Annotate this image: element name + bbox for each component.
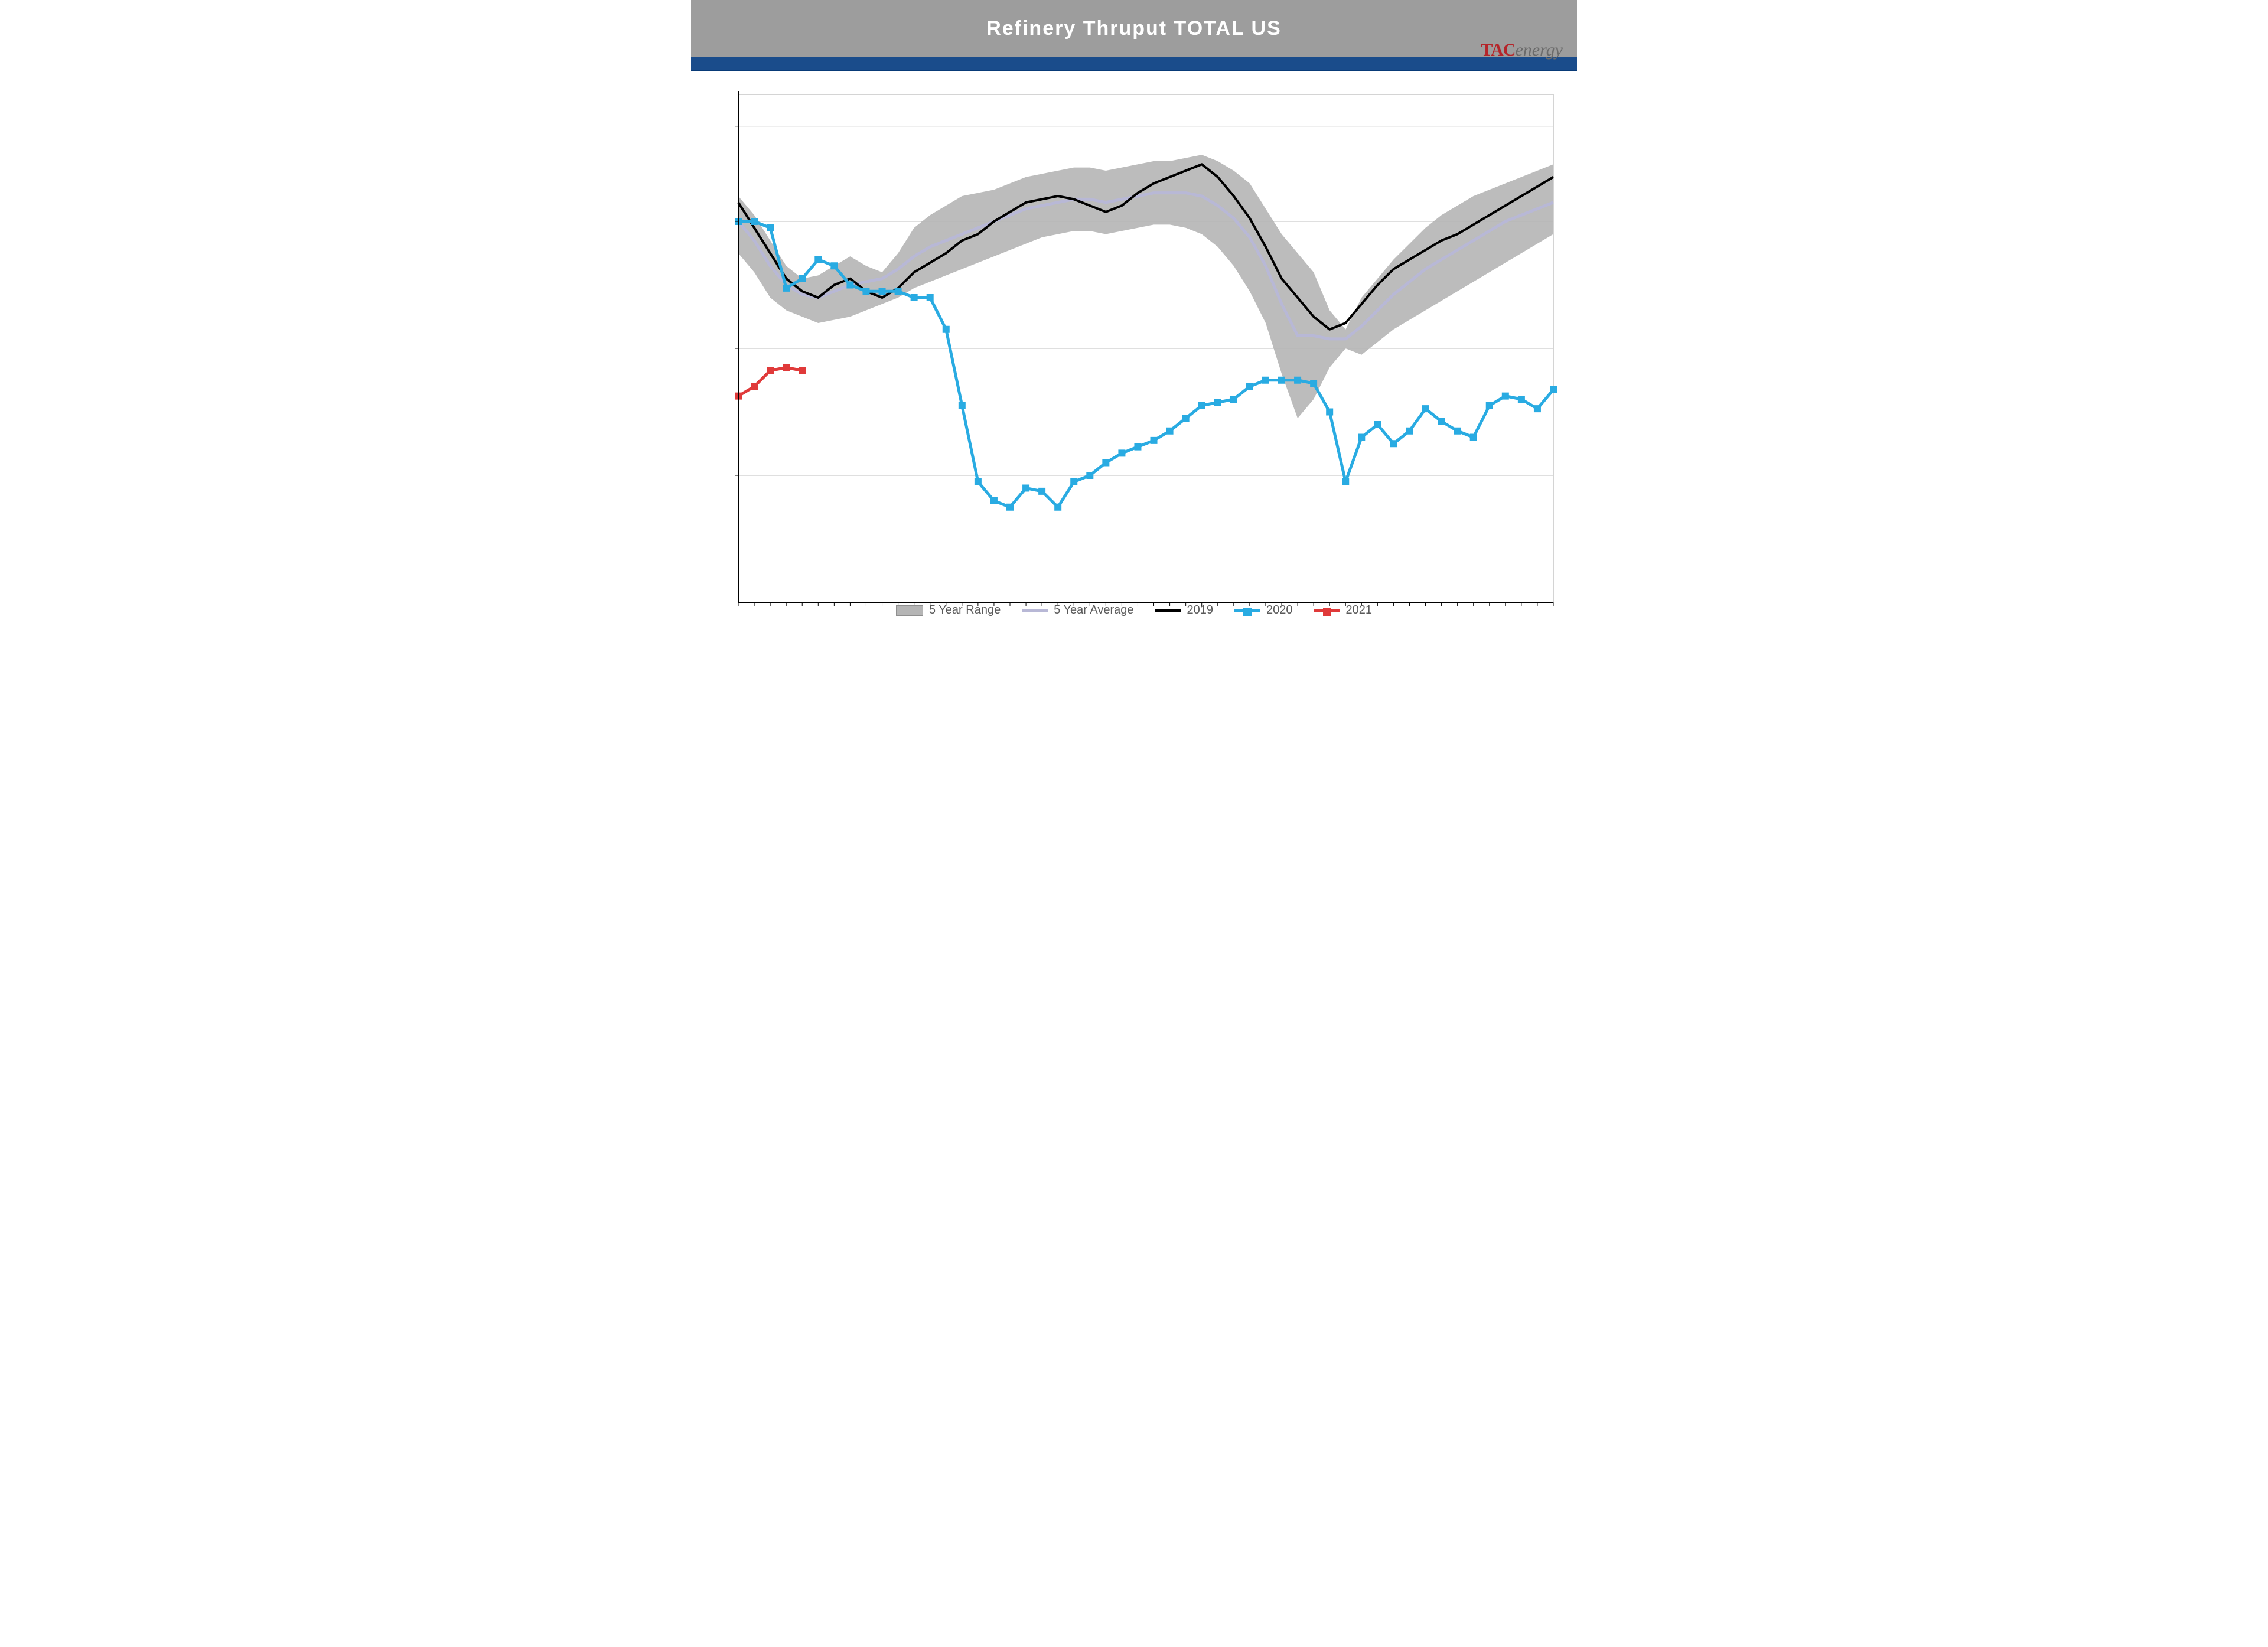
legend-item-2021: 2021 [1314,604,1373,617]
swatch-2019 [1155,609,1181,612]
legend-label-2020: 2020 [1266,604,1293,617]
logo-energy: energy [1515,40,1563,60]
legend-item-2019: 2019 [1155,604,1214,617]
chart-svg [703,77,1565,632]
legend-label-2021: 2021 [1346,604,1373,617]
swatch-2020 [1234,609,1260,612]
legend-label-avg: 5 Year Average [1054,604,1133,617]
legend: 5 Year Range 5 Year Average 2019 2020 20… [703,604,1565,617]
chart-container: Refinery Thruput TOTAL US TACenergy 5 Ye… [691,0,1577,629]
legend-item-avg: 5 Year Average [1022,604,1133,617]
legend-label-range: 5 Year Range [929,604,1001,617]
swatch-range [896,605,923,616]
logo-tac: TAC [1481,40,1515,60]
chart-title: Refinery Thruput TOTAL US [986,17,1282,40]
swatch-avg [1022,609,1048,612]
legend-label-2019: 2019 [1187,604,1214,617]
brand-logo: TACenergy [1481,40,1563,60]
legend-item-range: 5 Year Range [896,604,1001,617]
swatch-2021 [1314,609,1340,612]
plot-area: 5 Year Range 5 Year Average 2019 2020 20… [691,71,1577,629]
title-bar: Refinery Thruput TOTAL US TACenergy [691,0,1577,57]
legend-item-2020: 2020 [1234,604,1293,617]
accent-strip [691,57,1577,71]
